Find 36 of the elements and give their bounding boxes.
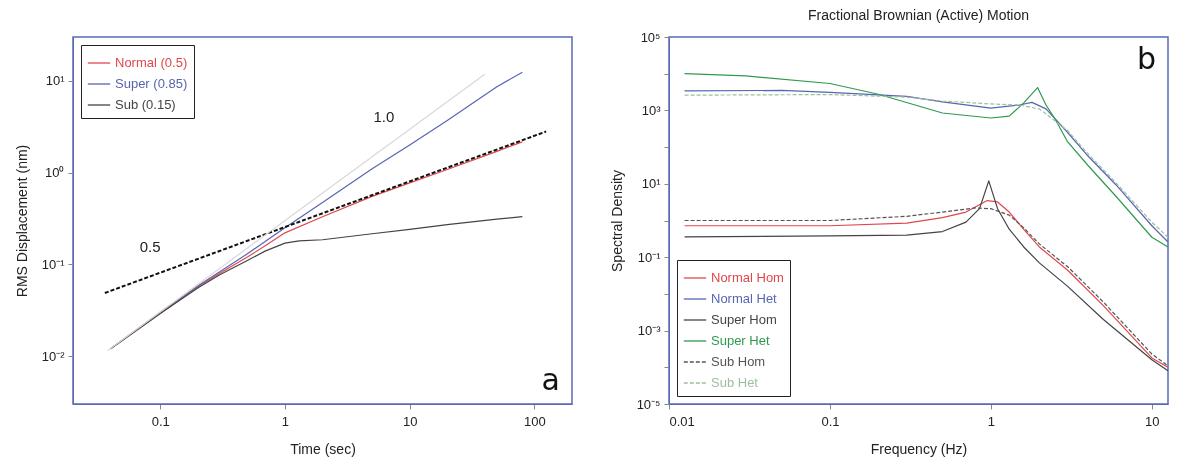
y-tick-label: 10⁵ [640,29,661,45]
legend-label: Sub Het [711,375,759,390]
y-tick-label: 10³ [641,102,662,118]
legend-label: Sub Hom [711,354,766,369]
x-tick-label: 0.1 [151,413,170,429]
y-axis-title: Spectral Density [608,170,625,272]
y-tick-label: 10⁻⁵ [636,396,661,412]
legend-label: Super (0.85) [115,76,188,91]
legend-label: Sub (0.15) [115,97,176,112]
legend-label: Normal Het [711,291,778,306]
x-tick-label: 1 [281,413,290,429]
x-tick-label: 0.1 [821,413,840,429]
annotation: 0.5 [139,237,161,255]
legend-label: Normal Hom [711,270,784,285]
x-axis-title: Time (sec) [290,440,356,457]
y-tick-label: 10⁻¹ [637,249,662,265]
x-tick-label: 100 [524,413,546,429]
chart-title: Fractional Brownian (Active) Motion [808,7,1029,23]
annotation: 1.0 [373,108,395,126]
annotation: a [541,362,560,397]
y-tick-label: 10⁻¹ [41,256,66,272]
y-tick-label: 10⁻² [41,348,66,364]
y-axis-title: RMS Displacement (nm) [13,144,30,298]
legend-label: Super Hom [711,312,777,327]
x-tick-label: 0.01 [669,413,695,429]
legend-label: Normal (0.5) [115,55,188,70]
x-axis-title: Frequency (Hz) [870,440,968,457]
y-tick-label: 10¹ [45,73,66,89]
y-tick-label: 10⁻³ [637,323,662,339]
legend-label: Super Het [711,333,770,348]
y-tick-label: 10⁰ [45,165,65,181]
annotation: b [1136,41,1156,76]
x-tick-label: 1 [987,413,996,429]
y-tick-label: 10¹ [641,176,662,192]
x-tick-label: 10 [402,413,418,429]
x-tick-label: 10 [1145,413,1160,429]
